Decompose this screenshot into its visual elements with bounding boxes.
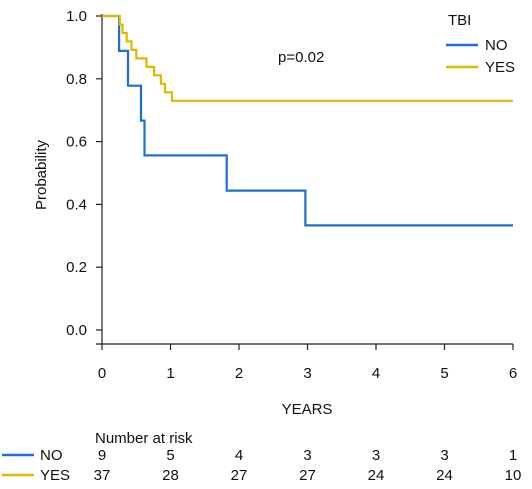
risk-table: Number at risk NO 9 5 4 3 3 3 1 YES 37 28 27 27 24 24 1…: [2, 430, 521, 484]
x-tick-label: 3: [303, 365, 311, 382]
risk-value: 9: [98, 447, 106, 464]
risk-value: 24: [436, 467, 453, 484]
x-tick-label: 0: [98, 365, 106, 382]
x-tick-label: 1: [166, 365, 174, 382]
survival-curves: [102, 14, 513, 227]
y-tick-label: 1.0: [66, 8, 87, 25]
risk-value: 10: [505, 467, 522, 484]
p-value-annotation: p=0.02: [278, 49, 324, 66]
x-tick-label: 6: [509, 365, 517, 382]
series-line-yes: [102, 14, 513, 102]
y-tick-label: 0.0: [66, 322, 87, 339]
risk-value: 3: [303, 447, 311, 464]
y-tick-label: 0.6: [66, 134, 87, 151]
risk-value: 3: [440, 447, 448, 464]
y-tick-label: 0.2: [66, 259, 87, 276]
y-tick-label: 0.4: [66, 196, 87, 213]
risk-row-label-yes: YES: [40, 467, 70, 484]
axes: 0.0 0.2 0.4 0.6 0.8 1.0 0 1 2 3 4 5 6: [66, 8, 517, 382]
risk-value: 1: [509, 447, 517, 464]
risk-value: 37: [94, 467, 111, 484]
legend-title: TBI: [448, 12, 471, 29]
risk-table-title: Number at risk: [95, 430, 193, 447]
risk-value: 5: [166, 447, 174, 464]
y-axis-title: Probability: [33, 139, 50, 210]
legend-label-yes: YES: [485, 59, 515, 76]
legend: TBI NO YES: [446, 12, 515, 76]
series-line-no: [102, 14, 513, 227]
risk-value: 27: [299, 467, 316, 484]
y-tick-label: 0.8: [66, 71, 87, 88]
risk-value: 4: [235, 447, 243, 464]
risk-value: 28: [162, 467, 179, 484]
legend-label-no: NO: [485, 37, 508, 54]
x-tick-label: 5: [440, 365, 448, 382]
x-tick-label: 4: [372, 365, 380, 382]
risk-value: 24: [368, 467, 385, 484]
x-axis-title: YEARS: [282, 401, 333, 418]
risk-row-label-no: NO: [40, 447, 63, 464]
risk-value: 3: [372, 447, 380, 464]
risk-value: 27: [231, 467, 248, 484]
x-tick-label: 2: [235, 365, 243, 382]
